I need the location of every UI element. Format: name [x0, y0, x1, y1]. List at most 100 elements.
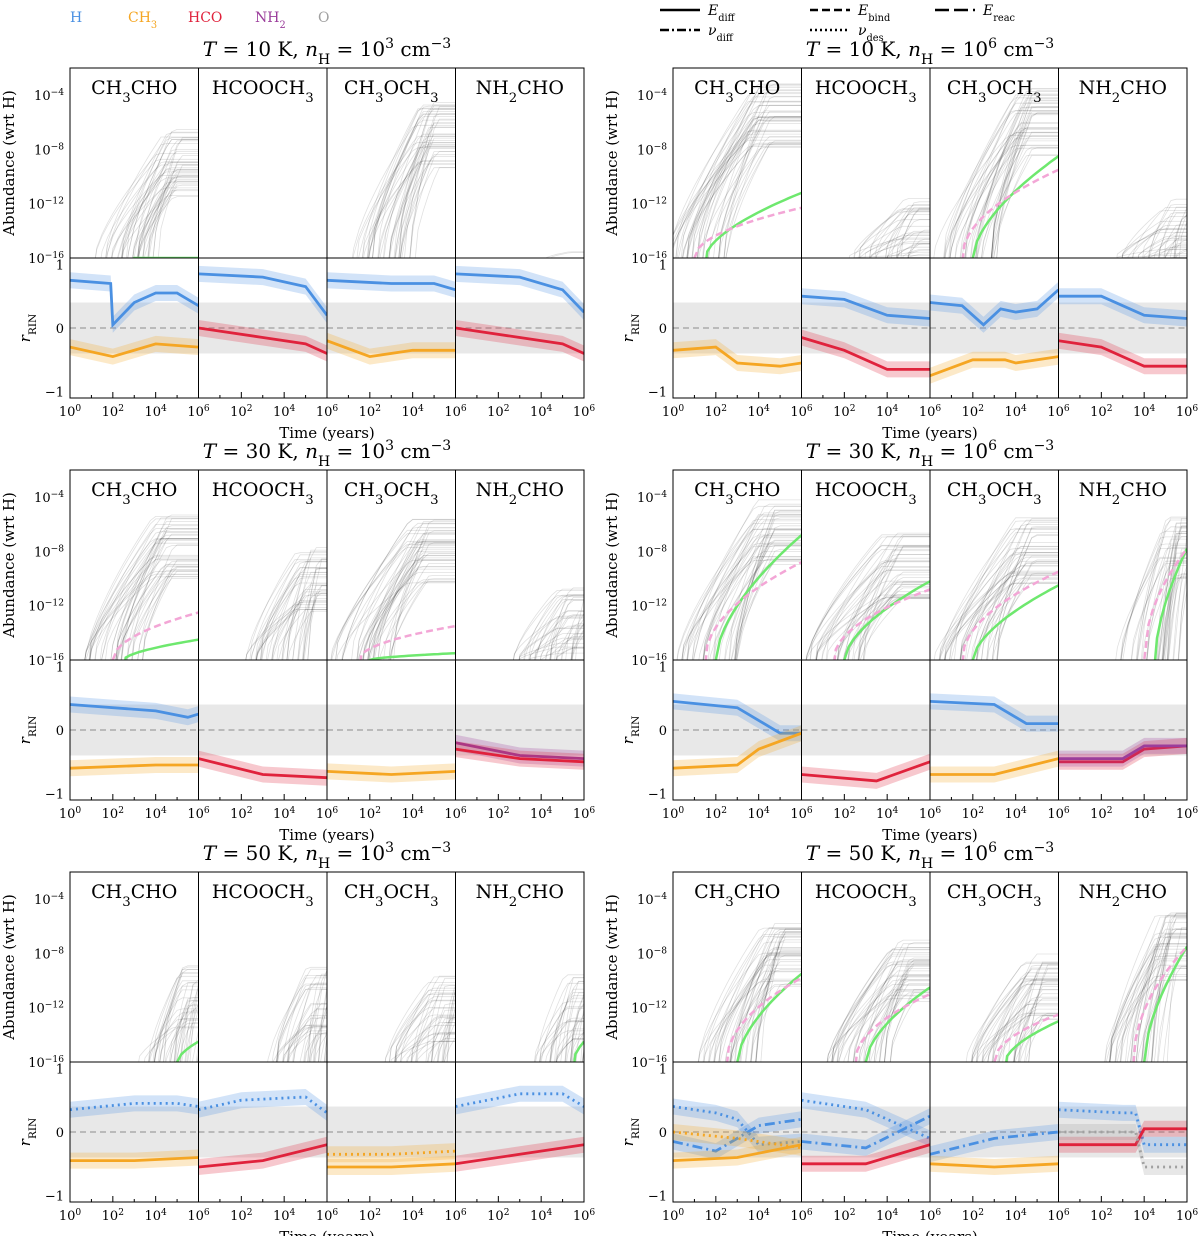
subplot-ch3cho: 100 102 104 106 CH3CHO — [662, 67, 813, 420]
model-curve — [965, 978, 1059, 1062]
rin-line-h — [1058, 1108, 1187, 1147]
model-curve — [131, 569, 199, 660]
model-curve — [698, 980, 802, 1062]
model-curve — [389, 993, 456, 1062]
rin-curves — [455, 1085, 584, 1172]
model-curve — [368, 133, 456, 258]
subplot-nh2cho: 102 104 106 NH2CHO — [1058, 469, 1198, 822]
model-curve — [1059, 259, 1188, 285]
model-curve — [707, 537, 802, 660]
model-curve — [1146, 928, 1187, 1062]
model-curve — [433, 1031, 456, 1062]
model-curve — [971, 519, 1059, 660]
model-curve — [837, 557, 930, 660]
model-curve — [157, 164, 199, 258]
model-curve — [170, 1005, 199, 1062]
model-curve — [378, 139, 456, 258]
x-tick-label: 104 — [273, 806, 296, 822]
model-curve — [137, 566, 199, 660]
model-curve — [249, 552, 327, 660]
x-tick-label: 100 — [59, 1208, 82, 1224]
model-curve — [676, 529, 802, 660]
model-curve — [555, 977, 584, 1062]
model-curve — [398, 104, 456, 258]
rin-band-hco — [1058, 332, 1187, 375]
model-curve — [272, 591, 327, 660]
rin-line-h — [1058, 294, 1187, 320]
model-curve — [88, 518, 199, 660]
x-tick-label: 102 — [833, 1208, 855, 1224]
model-curve — [682, 131, 802, 258]
model-curve — [560, 981, 584, 1062]
model-curve — [1173, 207, 1187, 258]
panel-title: T = 30 K, nH = 103 cm−3 — [203, 438, 451, 470]
model-curve — [147, 184, 199, 258]
model-curve — [1157, 951, 1187, 1062]
model-curve — [718, 928, 802, 1062]
model-curve — [111, 177, 199, 258]
model-curve — [858, 979, 930, 1062]
rin-band-h — [801, 1108, 930, 1156]
x-tick-label: 104 — [747, 404, 770, 420]
model-curve — [805, 549, 930, 660]
model-curve — [697, 952, 802, 1062]
x-tick-label: 106 — [187, 806, 210, 822]
rin-band-h — [327, 272, 456, 298]
x-tick-label: 102 — [230, 806, 252, 822]
model-curve — [283, 1015, 327, 1062]
model-curve — [723, 143, 802, 258]
rin-tick-label: 0 — [659, 724, 667, 739]
model-curve — [1019, 1014, 1059, 1062]
model-curve — [863, 581, 930, 660]
x-tick-label: 104 — [1004, 806, 1027, 822]
abundance-curves — [546, 251, 584, 258]
model-curve — [545, 594, 584, 660]
model-curve — [673, 130, 802, 235]
model-curve — [245, 559, 327, 660]
model-curve — [1131, 915, 1187, 1062]
model-curve — [148, 139, 199, 258]
model-curve — [949, 113, 1059, 258]
model-curve — [534, 599, 584, 660]
x-tick-label: 106 — [1047, 1208, 1070, 1224]
model-curve — [971, 129, 1059, 258]
model-curve — [755, 931, 802, 1062]
rin-line-h — [327, 278, 456, 292]
model-curve — [949, 94, 1059, 258]
model-curve — [401, 151, 456, 258]
model-curve — [1130, 936, 1187, 1062]
model-curve — [933, 134, 1059, 258]
model-curve — [271, 561, 327, 660]
subplot-hcooch3: 102 104 106 HCOOCH3 — [198, 469, 338, 822]
model-curve — [682, 144, 802, 258]
abundance-tick-label: 10−12 — [631, 599, 667, 615]
model-curve — [729, 540, 802, 660]
model-curve — [805, 545, 930, 660]
model-curve — [132, 190, 199, 258]
model-curve — [389, 142, 456, 258]
model-curve — [138, 1026, 199, 1062]
model-curve — [873, 974, 930, 1062]
model-curve — [673, 136, 802, 247]
model-curve — [875, 214, 930, 258]
model-curve — [1148, 246, 1187, 258]
rin-curves — [70, 1095, 199, 1169]
model-curve — [111, 171, 199, 258]
model-curve — [708, 970, 802, 1062]
model-curve — [961, 122, 1059, 258]
model-curve — [965, 144, 1059, 258]
model-curve — [697, 118, 802, 258]
model-curve — [256, 572, 327, 660]
x-tick-label: 106 — [790, 1208, 813, 1224]
median-curve — [971, 155, 1059, 258]
x-tick-label: 104 — [1004, 404, 1027, 420]
model-curve — [271, 595, 327, 660]
model-curve — [730, 968, 802, 1062]
model-curve — [143, 183, 199, 258]
model-curve — [101, 517, 199, 660]
model-curve — [1135, 935, 1187, 1062]
model-curve — [1120, 558, 1187, 660]
model-curve — [875, 234, 930, 258]
model-curve — [836, 566, 930, 660]
rin-band-hco — [198, 1136, 327, 1175]
